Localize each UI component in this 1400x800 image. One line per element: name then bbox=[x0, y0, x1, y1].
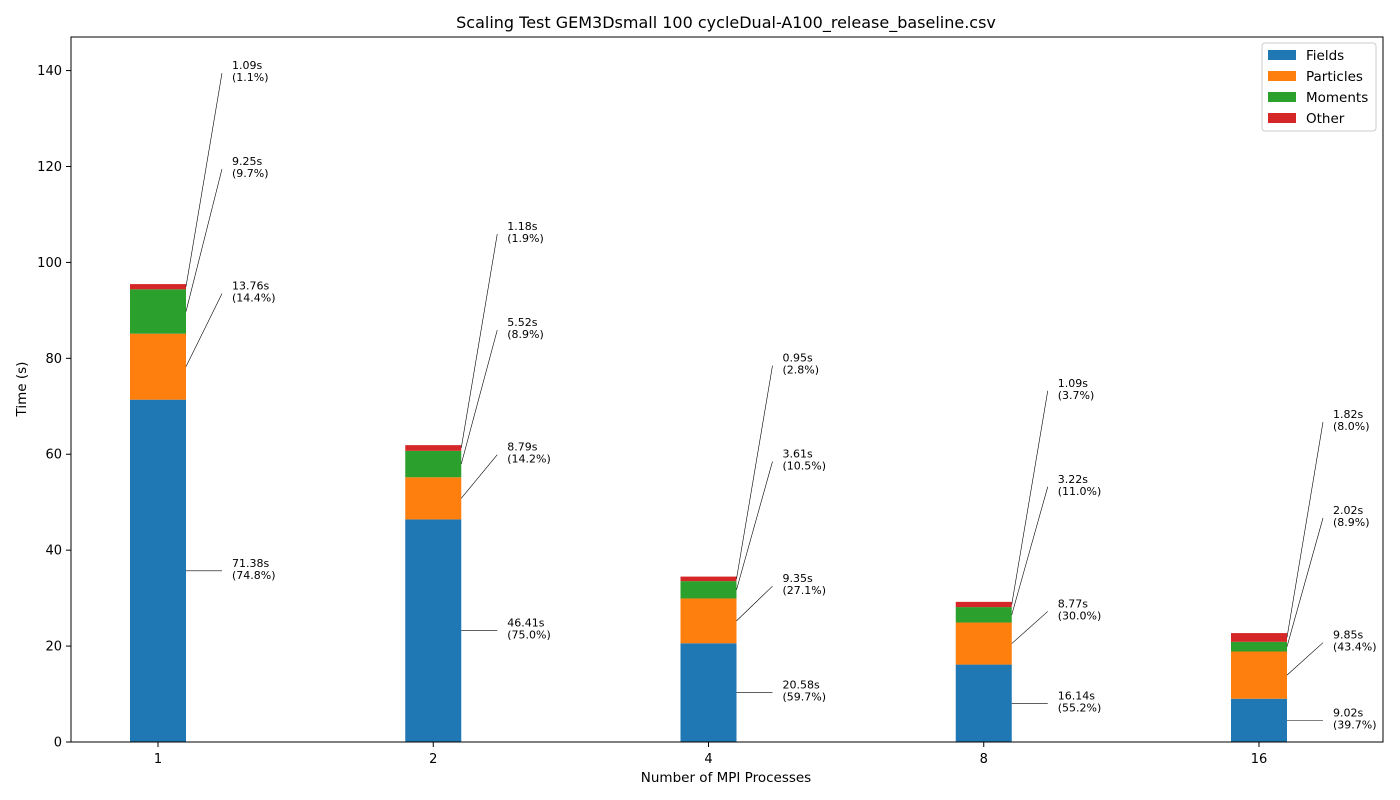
bar-moments-2 bbox=[405, 450, 462, 478]
x-tick-label-2: 2 bbox=[429, 752, 437, 767]
y-axis-label: Time (s) bbox=[14, 362, 30, 418]
annotation-fields-16-label: 9.02s (39.7%) bbox=[1333, 706, 1377, 731]
annotation-other-4-label: 0.95s (2.8%) bbox=[783, 352, 820, 377]
x-tick-label-4: 4 bbox=[704, 752, 712, 767]
legend-swatch-fields bbox=[1268, 50, 1296, 60]
annotation-fields-1-label: 71.38s (74.8%) bbox=[232, 557, 276, 582]
bar-other-1 bbox=[130, 284, 186, 290]
annotation-particles-16-leader bbox=[1286, 642, 1324, 676]
y-tick-label-140: 140 bbox=[37, 64, 62, 79]
legend-box bbox=[1261, 42, 1377, 132]
annotation-particles-2-leader bbox=[461, 454, 498, 499]
bar-other-2 bbox=[405, 445, 462, 451]
annotation-other-2-label: 1.18s (1.9%) bbox=[507, 220, 544, 245]
plot-area: 71.38s (74.8%) 46.41s (75.0%) 20.58s (59.7%) 1… bbox=[37, 36, 1384, 767]
y-tick-label-80: 80 bbox=[45, 352, 62, 367]
annotation-fields-2-label: 46.41s (75.0%) bbox=[507, 617, 551, 642]
annotation-moments-1-leader bbox=[185, 168, 223, 312]
legend-label-fields: Fields bbox=[1306, 48, 1344, 64]
legend-label-particles: Particles bbox=[1306, 69, 1363, 85]
y-tick-label-40: 40 bbox=[45, 544, 62, 559]
bar-fields-8 bbox=[955, 664, 1012, 742]
annotation-particles-2-label: 8.79s (14.2%) bbox=[507, 441, 551, 466]
annotation-moments-4-leader bbox=[736, 461, 773, 590]
bar-other-8 bbox=[955, 601, 1012, 608]
annotation-moments-8-leader bbox=[1011, 486, 1049, 615]
bar-particles-8 bbox=[955, 622, 1012, 665]
legend-label-moments: Moments bbox=[1306, 90, 1368, 106]
annotation-particles-1-label: 13.76s (14.4%) bbox=[232, 280, 276, 305]
legend: Fields Particles Moments Other bbox=[1261, 42, 1377, 132]
annotation-particles-1-leader bbox=[185, 293, 223, 367]
bar-moments-1 bbox=[130, 289, 186, 334]
annotation-moments-2-leader bbox=[460, 329, 498, 465]
annotation-particles-16-label: 9.85s (43.4%) bbox=[1333, 629, 1377, 654]
y-tick-label-60: 60 bbox=[45, 448, 62, 463]
bar-fields-2 bbox=[405, 519, 462, 742]
legend-label-other: Other bbox=[1306, 111, 1345, 127]
legend-swatch-other bbox=[1268, 113, 1296, 123]
x-tick-label-1: 1 bbox=[154, 752, 162, 767]
bar-moments-16 bbox=[1231, 641, 1287, 652]
legend-swatch-particles bbox=[1268, 71, 1296, 81]
x-tick-label-8: 8 bbox=[980, 752, 988, 767]
annotation-other-16-label: 1.82s (8.0%) bbox=[1333, 408, 1370, 433]
annotation-particles-4-leader bbox=[736, 585, 773, 622]
annotation-other-8-leader bbox=[1011, 390, 1049, 605]
bar-particles-1 bbox=[130, 333, 186, 400]
y-tick-label-20: 20 bbox=[45, 640, 62, 655]
annotation-other-2-leader bbox=[460, 234, 498, 449]
x-tick-label-16: 16 bbox=[1251, 752, 1268, 767]
annotation-particles-8-leader bbox=[1011, 611, 1048, 644]
axes-frame bbox=[70, 36, 1384, 743]
annotation-other-1-leader bbox=[185, 73, 223, 287]
y-tick-label-120: 120 bbox=[37, 160, 62, 175]
annotation-moments-8-label: 3.22s (11.0%) bbox=[1058, 473, 1102, 498]
bar-particles-4 bbox=[680, 598, 737, 644]
bar-fields-16 bbox=[1231, 698, 1287, 742]
annotation-other-8-label: 1.09s (3.7%) bbox=[1058, 377, 1095, 402]
x-axis-label: Number of MPI Processes bbox=[641, 770, 811, 786]
chart-title: Scaling Test GEM3Dsmall 100 cycleDual-A1… bbox=[456, 13, 996, 33]
annotation-other-1-label: 1.09s (1.1%) bbox=[232, 59, 269, 84]
bar-particles-16 bbox=[1231, 651, 1287, 699]
bar-fields-4 bbox=[680, 643, 737, 742]
annotation-other-4-leader bbox=[736, 365, 773, 579]
bar-moments-4 bbox=[680, 581, 737, 599]
legend-swatch-moments bbox=[1268, 92, 1296, 102]
annotation-fields-8-label: 16.14s (55.2%) bbox=[1058, 689, 1102, 714]
annotation-moments-16-label: 2.02s (8.9%) bbox=[1333, 504, 1370, 529]
bar-moments-8 bbox=[955, 607, 1012, 623]
annotation-moments-16-leader bbox=[1286, 517, 1324, 647]
y-tick-label-100: 100 bbox=[37, 256, 62, 271]
y-tick-label-0: 0 bbox=[54, 736, 62, 751]
bar-particles-2 bbox=[405, 477, 462, 520]
bar-other-4 bbox=[680, 576, 737, 582]
annotation-particles-4-label: 9.35s (27.1%) bbox=[783, 572, 827, 597]
annotation-fields-4-label: 20.58s (59.7%) bbox=[783, 679, 827, 704]
bar-fields-1 bbox=[130, 399, 186, 742]
annotation-other-16-leader bbox=[1286, 422, 1324, 638]
bar-other-16 bbox=[1231, 633, 1287, 642]
annotation-particles-8-label: 8.77s (30.0%) bbox=[1058, 597, 1102, 622]
annotation-moments-1-label: 9.25s (9.7%) bbox=[232, 155, 269, 180]
annotation-moments-4-label: 3.61s (10.5%) bbox=[783, 447, 827, 472]
annotation-moments-2-label: 5.52s (8.9%) bbox=[507, 316, 544, 341]
